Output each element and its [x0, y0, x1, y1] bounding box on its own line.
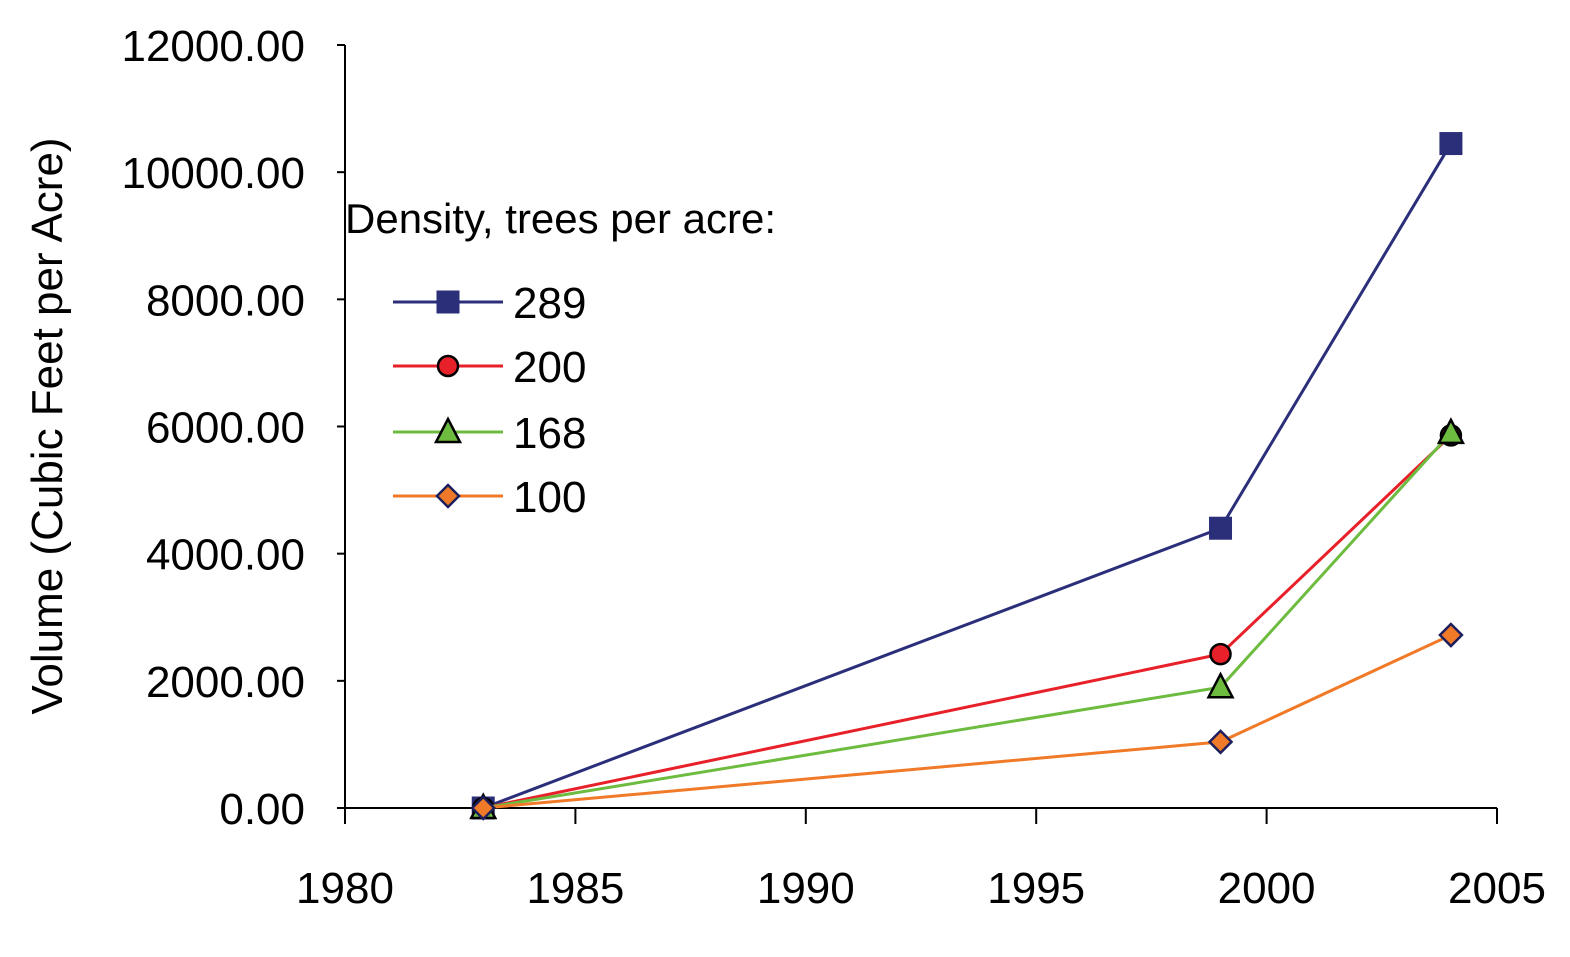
x-tick-label: 1995: [987, 864, 1085, 913]
chart-legend: Density, trees per acre: 289 200 168 100: [345, 195, 776, 522]
x-tick-label: 2005: [1448, 864, 1546, 913]
y-tick-label: 12000.00: [121, 22, 305, 71]
data-point-100: [470, 795, 497, 821]
x-tick-label: 1990: [757, 864, 855, 913]
data-point-168: [1206, 671, 1235, 699]
x-tick-label: 2000: [1218, 864, 1316, 913]
legend-marker-289: [436, 290, 460, 314]
legend-label-289: 289: [513, 279, 586, 328]
data-point-200: [1209, 642, 1232, 666]
y-tick-label: 6000.00: [146, 404, 305, 453]
data-point-100: [1207, 729, 1234, 755]
series-line-100: [483, 633, 1452, 810]
y-axis-title: Volume (Cubic Feet per Acre): [23, 137, 72, 714]
legend-label-200: 200: [513, 343, 586, 392]
legend-marker-100: [435, 483, 461, 509]
y-tick-label: 10000.00: [121, 149, 305, 198]
data-point-289: [1439, 132, 1463, 156]
x-tick-label: 1985: [526, 864, 624, 913]
data-point-289: [1209, 516, 1233, 540]
legend-title: Density, trees per acre:: [345, 195, 776, 242]
legend-marker-200: [436, 354, 460, 378]
data-point-168: [1436, 417, 1465, 445]
legend-label-168: 168: [513, 409, 586, 458]
x-tick-label: 1980: [296, 864, 394, 913]
data-point-100: [1438, 622, 1464, 648]
y-tick-label: 4000.00: [146, 531, 305, 580]
y-tick-label: 2000.00: [146, 658, 305, 707]
legend-marker-168: [433, 416, 463, 444]
chart-ticks: 0.00 2000.00 4000.00 6000.00 8000.00 10000.00…: [121, 22, 1545, 913]
legend-label-100: 100: [513, 473, 586, 522]
y-tick-label: 8000.00: [146, 276, 305, 325]
chart-series: [469, 132, 1465, 821]
y-tick-label: 0.00: [219, 785, 305, 834]
